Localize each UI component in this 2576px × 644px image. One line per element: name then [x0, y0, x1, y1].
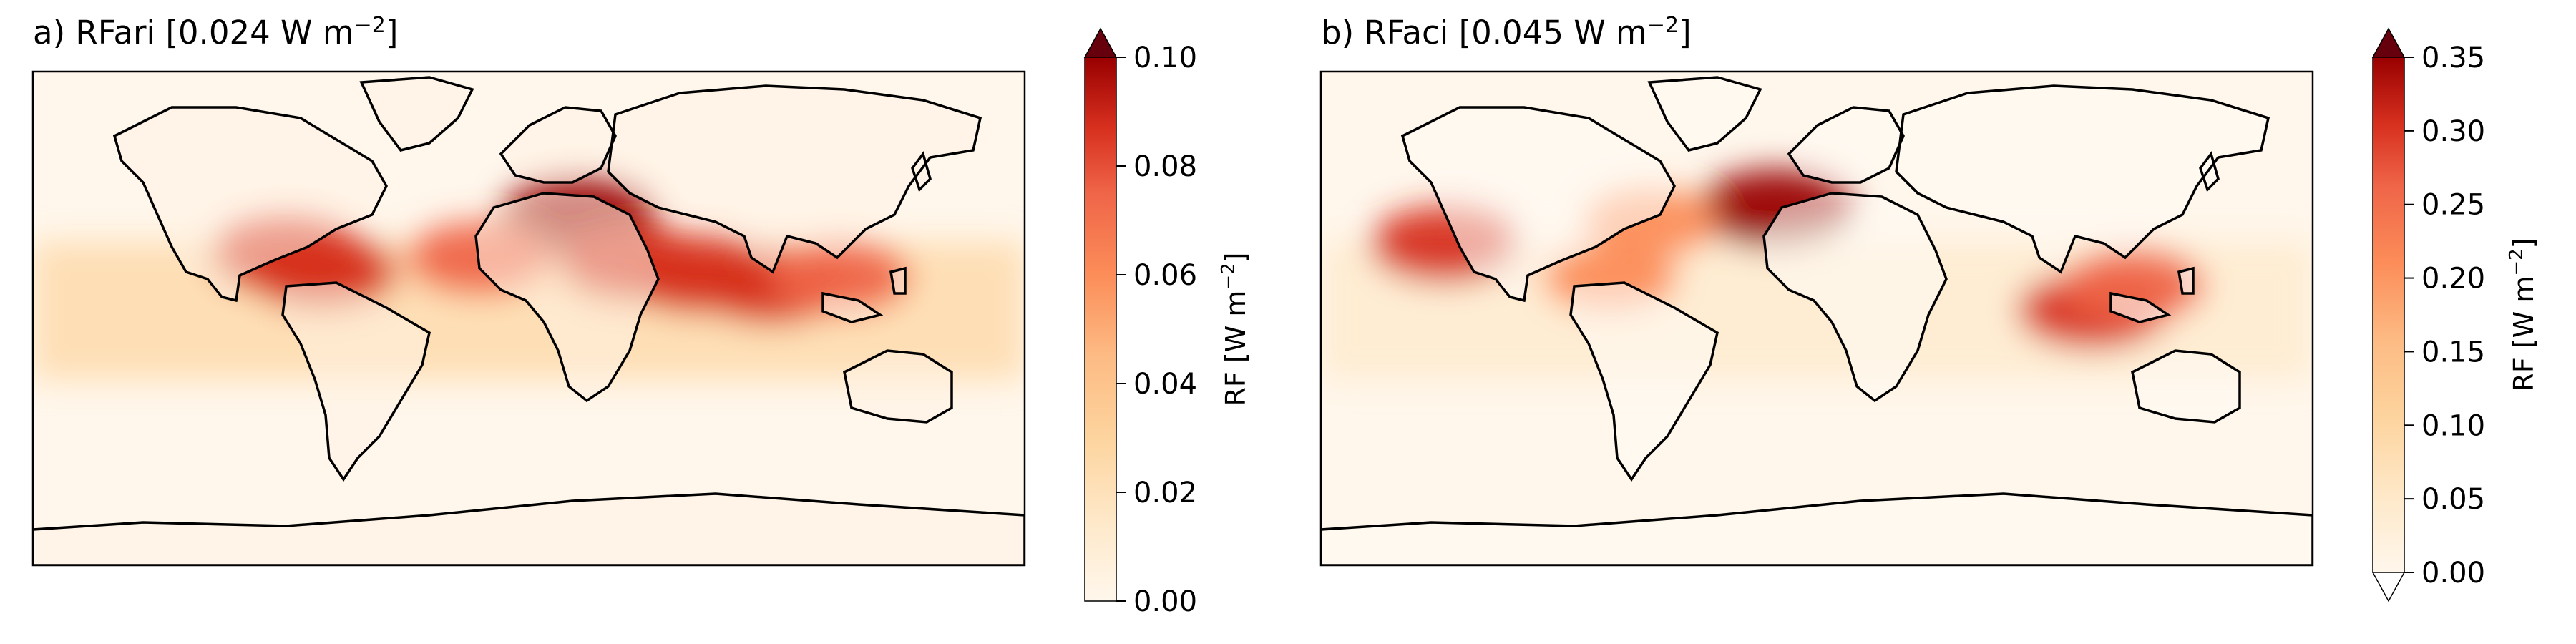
colorbar-label: RF [W m−2]	[2506, 238, 2540, 392]
colorbar-tick-label: 0.06	[1133, 259, 1197, 292]
colorbar-tick-label: 0.00	[1133, 585, 1197, 618]
colorbar-tick-label: 0.25	[2421, 189, 2485, 222]
colorbar-tick-label: 0.20	[2421, 263, 2485, 296]
title-text: a) RFari [0.024 W m	[33, 14, 354, 52]
title-exponent: −2	[353, 13, 386, 38]
hotspot-south-china-sea	[770, 241, 911, 313]
colorbar-tick-label: 0.00	[2421, 557, 2485, 590]
panel-rfari: a) RFari [0.024 W m−2]	[31, 13, 1252, 618]
colorbar-tick-label: 0.10	[2421, 409, 2485, 442]
hotspot-south-china-sea	[2063, 249, 2205, 322]
colorbar-tick-label: 0.30	[2421, 115, 2485, 148]
title-exponent: −2	[1646, 13, 1679, 38]
colorbar: 0.00 0.05 0.10 0.15 0.20 0.25 0.30 0.35 RF [W m…	[2371, 27, 2540, 602]
panel-rfaci: b) RFaci [0.045 W m−2]	[1288, 0, 2576, 644]
colorbar-gradient	[2372, 57, 2405, 573]
colorbar-extend-max	[1083, 27, 1118, 58]
panel-title: b) RFaci [0.045 W m−2]	[1321, 13, 1692, 52]
title-suffix: ]	[385, 14, 399, 52]
panel-title: a) RFari [0.024 W m−2]	[33, 13, 398, 52]
map-figure: 0.00 0.02 0.04 0.06 0.08 0.10 RF [W m−2]	[31, 27, 1252, 618]
colorbar-extend-min	[2371, 572, 2406, 602]
colorbar-tick-label: 0.15	[2421, 336, 2485, 369]
colorbar-gradient	[1084, 57, 1117, 602]
colorbar-tick-label: 0.08	[1133, 150, 1197, 183]
colorbar-label: RF [W m−2]	[1218, 253, 1252, 406]
colorbar-tick-label: 0.02	[1133, 477, 1197, 509]
colorbar-tick-label: 0.10	[1133, 42, 1197, 74]
map-figure: 0.00 0.05 0.10 0.15 0.20 0.25 0.30 0.35 RF [W m…	[1319, 27, 2540, 602]
colorbar: 0.00 0.02 0.04 0.06 0.08 0.10 RF [W m−2]	[1083, 27, 1252, 618]
colorbar-tick-label: 0.04	[1133, 368, 1197, 401]
colorbar-tick-label: 0.05	[2421, 483, 2485, 516]
map-frame	[31, 70, 1026, 567]
colorbar-tick-label: 0.35	[2421, 42, 2485, 74]
colorbar-extend-max	[2371, 27, 2406, 58]
title-suffix: ]	[1679, 14, 1692, 52]
map-frame	[1319, 70, 2314, 567]
title-text: b) RFaci [0.045 W m	[1321, 14, 1647, 52]
